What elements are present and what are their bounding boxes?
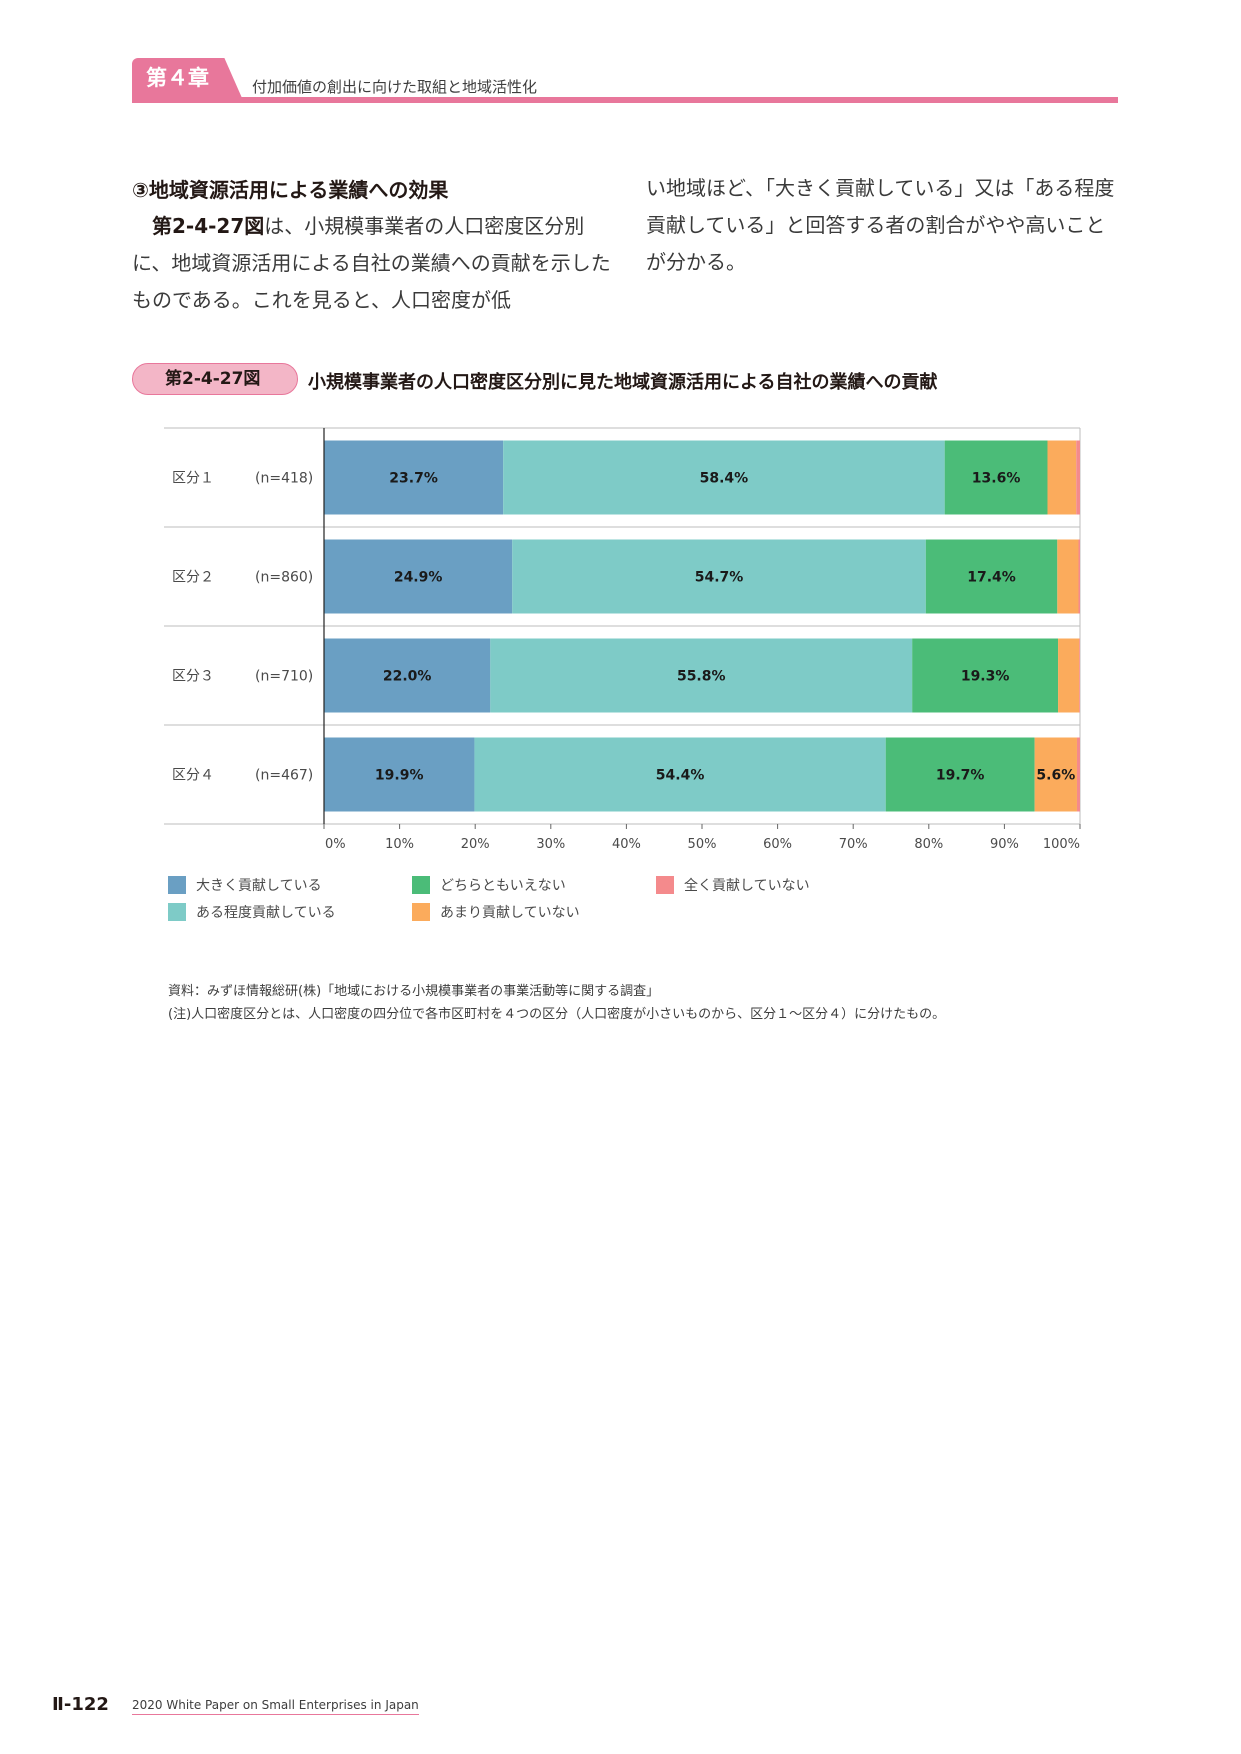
bar-segment: [1047, 440, 1077, 515]
bar-segment: [490, 638, 913, 713]
x-tick-label: 40%: [612, 837, 641, 852]
legend-swatch: [412, 903, 430, 921]
legend-item: あまり貢献していない: [412, 902, 580, 922]
x-tick-label: 90%: [990, 837, 1019, 852]
data-label: 19.7%: [936, 768, 985, 784]
data-label: 24.9%: [394, 570, 443, 586]
legend-swatch: [412, 876, 430, 894]
legend-label: 大きく貢献している: [196, 878, 322, 894]
data-label: 22.0%: [383, 669, 432, 685]
x-tick-label: 50%: [688, 837, 717, 852]
sample-size-label: (n=710): [255, 669, 313, 685]
legend-item: 大きく貢献している: [168, 875, 322, 895]
chapter-tab: 第４章: [132, 58, 242, 98]
category-label: 区分２: [172, 570, 214, 586]
sample-size-label: (n=860): [255, 570, 313, 586]
data-label: 54.4%: [656, 768, 705, 784]
legend-item: 全く貢献していない: [656, 875, 810, 895]
stacked-bar-chart: 区分１ (n=418) 23.7% 58.4% 13.6% 区分２ (n=860) 24.9%…: [164, 427, 1081, 852]
section-heading: ③地域資源活用による業績への効果: [132, 178, 449, 202]
legend-label: あまり貢献していない: [440, 905, 580, 921]
chapter-title: 付加価値の創出に向けた取組と地域活性化: [252, 78, 538, 96]
legend-swatch: [168, 903, 186, 921]
body-paragraph-left: は、小規模事業者の人口密度区分別に、地域資源活用による自社の業績への貢献を示した…: [132, 214, 611, 312]
x-tick-label: 20%: [461, 837, 490, 852]
x-tick-label: 80%: [914, 837, 943, 852]
bar-segment: [912, 638, 1059, 713]
chapter-rule: [132, 97, 1118, 103]
bar-segment: [1078, 539, 1080, 614]
legend-label: どちらともいえない: [440, 878, 566, 894]
data-label: 19.9%: [375, 768, 424, 784]
x-tick-label: 30%: [536, 837, 565, 852]
figure-reference: 第2-4-27図: [152, 214, 265, 238]
bar-segment: [1034, 737, 1077, 812]
figure-title: 小規模事業者の人口密度区分別に見た地域資源活用による自社の業績への貢献: [308, 372, 938, 393]
data-label: 58.4%: [700, 471, 749, 487]
sample-size-label: (n=467): [255, 768, 313, 784]
figure-number-badge: 第2-4-27図: [132, 363, 298, 395]
x-tick-label: 0%: [325, 837, 346, 852]
x-tick-label: 10%: [385, 837, 414, 852]
bar-segment: [1058, 638, 1080, 713]
bar-segment: [503, 440, 945, 515]
bar-segment: [1076, 737, 1080, 812]
bar-segment: [1057, 539, 1079, 614]
bar-segment: [944, 440, 1048, 515]
body-text-right: い地域ほど、「大きく貢献している」又は「ある程度貢献している」と回答する者の割合…: [646, 170, 1118, 281]
body-text-left: 第2-4-27図は、小規模事業者の人口密度区分別に、地域資源活用による自社の業績…: [132, 208, 614, 319]
bar-segment: [324, 737, 475, 812]
legend-item: どちらともいえない: [412, 875, 566, 895]
x-tick-label: 70%: [839, 837, 868, 852]
legend-swatch: [168, 876, 186, 894]
footer-publication: 2020 White Paper on Small Enterprises in…: [132, 1698, 419, 1715]
bar-segment: [474, 737, 886, 812]
legend-swatch: [656, 876, 674, 894]
legend-item: ある程度貢献している: [168, 902, 336, 922]
bar-segment: [324, 440, 504, 515]
legend-label: ある程度貢献している: [196, 905, 336, 921]
bar-segment: [324, 638, 491, 713]
category-label: 区分３: [172, 669, 214, 685]
bar-segment: [1076, 440, 1080, 515]
bar-segment: [324, 539, 513, 614]
footnote: (注)人口密度区分とは、人口密度の四分位で各市区町村を４つの区分（人口密度が小さ…: [168, 1007, 946, 1022]
bar-segment: [885, 737, 1035, 812]
data-label: 19.3%: [961, 669, 1010, 685]
category-label: 区分１: [172, 471, 214, 487]
data-label: 5.6%: [1036, 768, 1075, 784]
category-label: 区分４: [172, 768, 214, 784]
data-label: 54.7%: [695, 570, 744, 586]
page-number: Ⅱ-122: [52, 1694, 109, 1715]
bar-segment: [1079, 638, 1080, 713]
data-label: 17.4%: [967, 570, 1016, 586]
data-label: 23.7%: [389, 471, 438, 487]
x-tick-label: 100%: [1043, 837, 1080, 852]
source-note: 資料：みずほ情報総研(株)「地域における小規模事業者の事業活動等に関する調査」: [168, 984, 660, 999]
body-paragraph-right: い地域ほど、「大きく貢献している」又は「ある程度貢献している」と回答する者の割合…: [646, 176, 1115, 274]
bar-segment: [925, 539, 1058, 614]
data-label: 55.8%: [677, 669, 726, 685]
legend-label: 全く貢献していない: [684, 878, 810, 894]
x-tick-label: 60%: [763, 837, 792, 852]
sample-size-label: (n=418): [255, 471, 313, 487]
data-label: 13.6%: [972, 471, 1021, 487]
bar-segment: [512, 539, 926, 614]
